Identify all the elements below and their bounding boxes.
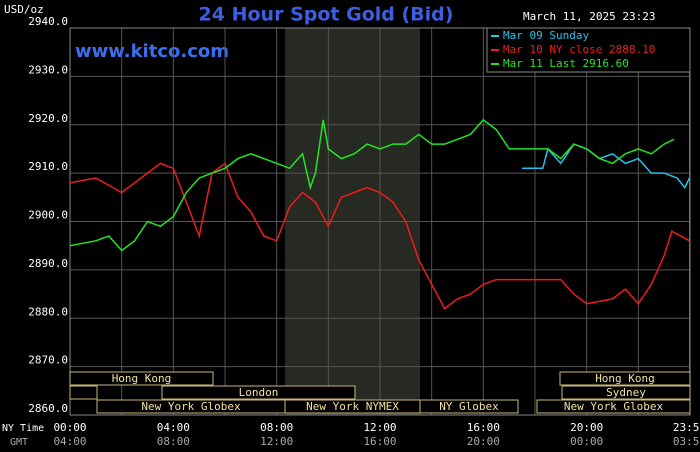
x-tick-label: 23:59: [673, 421, 700, 434]
session-label: Hong Kong: [112, 372, 172, 385]
plot-frame: [69, 27, 691, 416]
legend-label: Mar 09 Sunday: [503, 29, 589, 42]
row-label: GMT: [10, 437, 28, 448]
watermark: www.kitco.com: [75, 41, 229, 62]
y-tick-label: 2920.0: [28, 112, 68, 125]
session-box: [559, 371, 691, 386]
session-label: Hong Kong: [595, 372, 655, 385]
session-box: [69, 371, 214, 386]
gmt-tick-label: 00:00: [570, 435, 603, 448]
session-label: London: [239, 386, 279, 399]
session-label: Sydney: [606, 386, 646, 399]
session-box: [69, 385, 98, 400]
chart-title: 24 Hour Spot Gold (Bid): [199, 4, 454, 26]
gmt-tick-label: 12:00: [260, 435, 293, 448]
x-tick-label: 20:00: [570, 421, 603, 434]
timestamp: March 11, 2025 23:23: [523, 10, 655, 23]
session-label: New York Globex: [141, 400, 241, 413]
gmt-tick-label: 20:00: [467, 435, 500, 448]
session-box: [161, 385, 356, 400]
x-tick-label: 08:00: [260, 421, 293, 434]
legend-box: [486, 27, 691, 73]
y-tick-label: 2880.0: [28, 305, 68, 318]
y-tick-label: 2890.0: [28, 257, 68, 270]
price-line: [69, 162, 690, 310]
x-tick-label: 04:00: [157, 421, 190, 434]
session-label: New York NYMEX: [306, 400, 399, 413]
y-tick-label: 2860.0: [28, 402, 68, 415]
price-line: [69, 118, 675, 252]
gmt-tick-label: 16:00: [363, 435, 396, 448]
price-line: [522, 143, 691, 189]
legend-label: Mar 11 Last 2916.60: [503, 57, 629, 70]
y-tick-label: 2900.0: [28, 209, 68, 222]
session-label: New York Globex: [564, 400, 664, 413]
session-box: [419, 399, 519, 414]
y-axis-label: USD/oz: [4, 3, 44, 16]
legend-label: Mar 10 NY close 2888.10: [503, 43, 655, 56]
y-tick-label: 2870.0: [28, 354, 68, 367]
x-tick-label: 12:00: [363, 421, 396, 434]
gmt-tick-label: 04:00: [53, 435, 86, 448]
y-tick-label: 2930.0: [28, 63, 68, 76]
session-box: [561, 385, 691, 400]
gmt-tick-label: 03:59: [673, 435, 700, 448]
gmt-tick-label: 08:00: [157, 435, 190, 448]
x-tick-label: 16:00: [467, 421, 500, 434]
row-label: NY Time: [2, 423, 44, 434]
y-tick-label: 2910.0: [28, 160, 68, 173]
session-label: NY Globex: [439, 400, 499, 413]
session-box: [536, 399, 691, 414]
y-tick-label: 2940.0: [28, 15, 68, 28]
x-tick-label: 00:00: [53, 421, 86, 434]
